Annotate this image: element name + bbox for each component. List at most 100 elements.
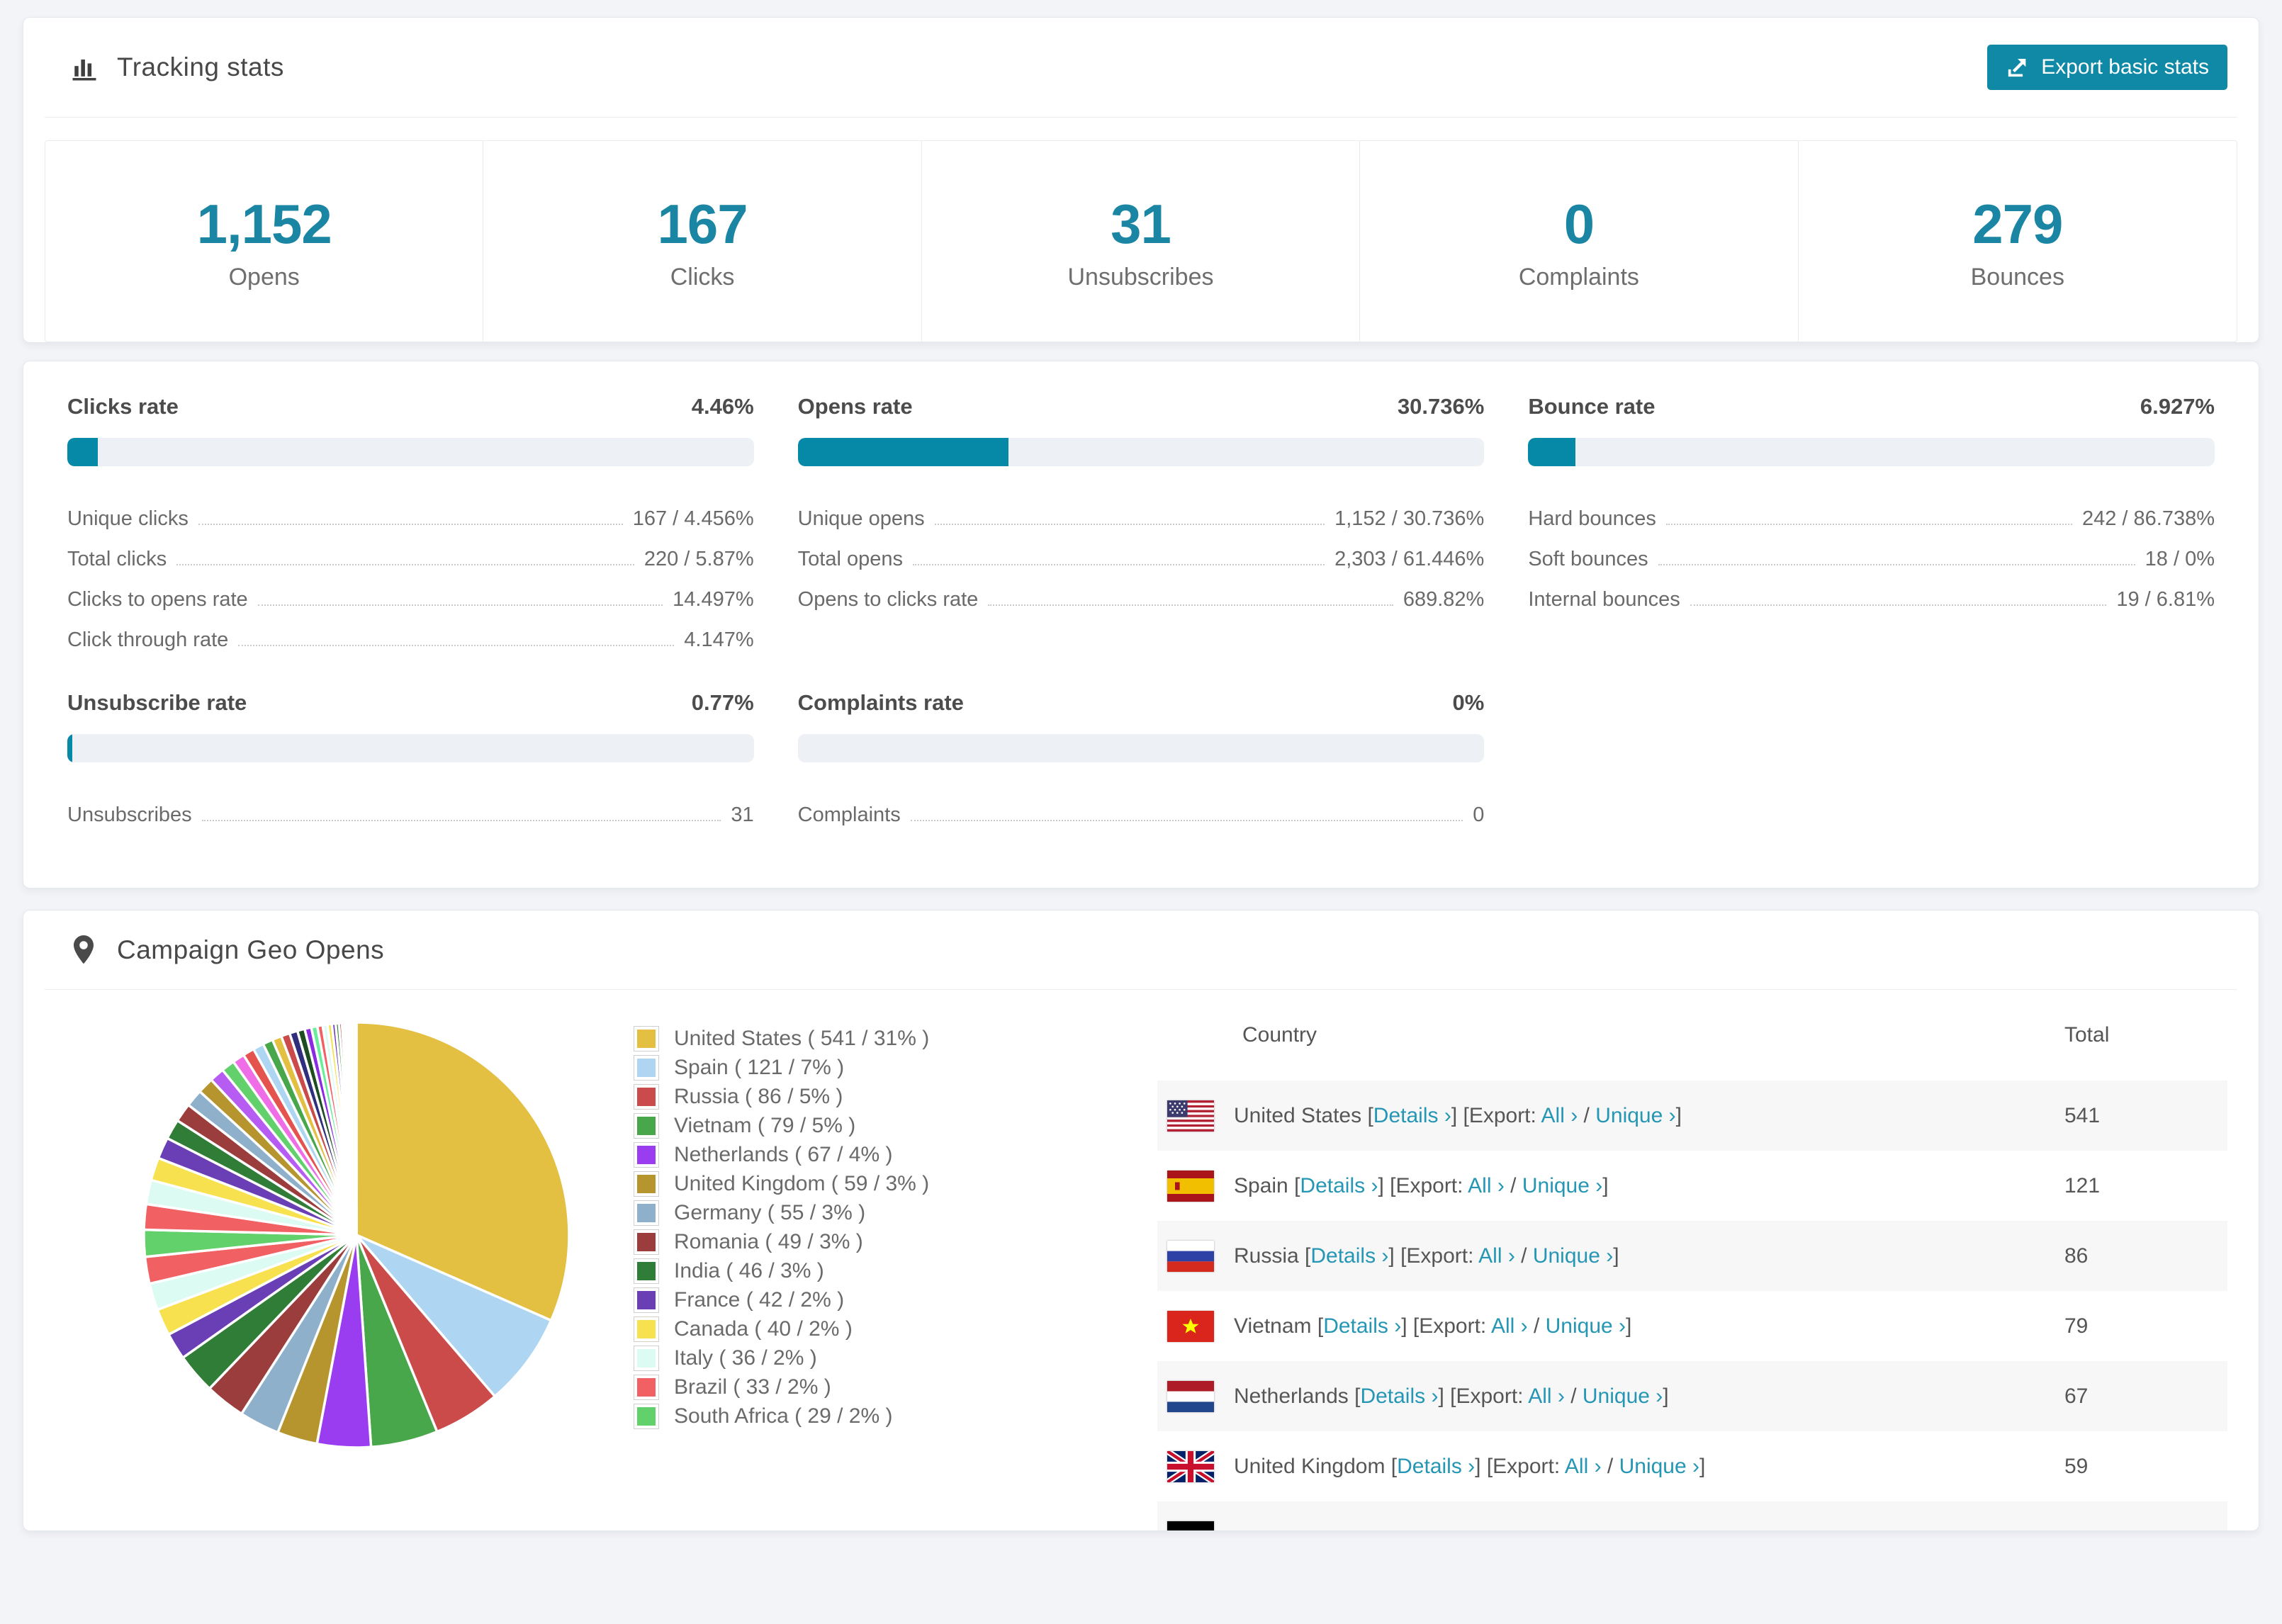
rate-item: Clicks to opens rate 14.497% bbox=[67, 574, 754, 614]
rate-item-label: Soft bounces bbox=[1528, 548, 1648, 570]
legend-label: South Africa ( 29 / 2% ) bbox=[674, 1404, 893, 1428]
flag-nl-icon bbox=[1167, 1380, 1214, 1412]
rate-value: 0% bbox=[1452, 690, 1485, 715]
flag-us-icon bbox=[1167, 1100, 1214, 1132]
legend-label: Brazil ( 33 / 2% ) bbox=[674, 1375, 831, 1399]
details-link[interactable]: Details › bbox=[1323, 1314, 1402, 1338]
geo-opens-pie-chart[interactable] bbox=[137, 1015, 576, 1455]
rate-item: Total clicks 220 / 5.87% bbox=[67, 534, 754, 574]
export-all-link[interactable]: All › bbox=[1564, 1454, 1602, 1478]
rates-row-2: Unsubscribe rate 0.77% Unsubscribes 31 Compl… bbox=[67, 690, 2215, 830]
rates-row-1: Clicks rate 4.46% Unique clicks 167 / 4.456… bbox=[67, 394, 2215, 655]
legend-item-russia[interactable]: Russia ( 86 / 5% ) bbox=[634, 1082, 1136, 1111]
dotted-leader bbox=[198, 524, 623, 525]
flag-de-icon bbox=[1167, 1521, 1214, 1530]
dotted-leader bbox=[238, 645, 675, 646]
rate-item-label: Unsubscribes bbox=[67, 803, 192, 826]
stat-value: 1,152 bbox=[196, 192, 332, 255]
total-cell: 67 bbox=[2064, 1384, 2089, 1408]
stat-value: 167 bbox=[657, 192, 748, 255]
rate-item-label: Hard bounces bbox=[1528, 507, 1656, 530]
export-unique-link[interactable]: Unique › bbox=[1532, 1244, 1614, 1268]
rate-item-value: 14.497% bbox=[673, 588, 754, 611]
export-all-link[interactable]: All › bbox=[1528, 1384, 1565, 1408]
legend-item-canada[interactable]: Canada ( 40 / 2% ) bbox=[634, 1314, 1136, 1343]
stat-label: Opens bbox=[228, 263, 300, 291]
table-row: United States [Details ›] [Export: All ›… bbox=[1157, 1081, 2227, 1151]
rate-value: 6.927% bbox=[2140, 394, 2215, 419]
dotted-leader bbox=[934, 524, 1325, 525]
details-link[interactable]: Details › bbox=[1310, 1244, 1389, 1268]
legend-item-vietnam[interactable]: Vietnam ( 79 / 5% ) bbox=[634, 1111, 1136, 1140]
legend-swatch bbox=[634, 1171, 659, 1197]
rate-panel-head: Clicks rate 4.46% bbox=[67, 394, 754, 419]
legend-item-brazil[interactable]: Brazil ( 33 / 2% ) bbox=[634, 1372, 1136, 1402]
export-all-link[interactable]: All › bbox=[1468, 1173, 1505, 1197]
details-link[interactable]: Details › bbox=[1373, 1103, 1451, 1127]
export-all-link[interactable]: All › bbox=[1478, 1244, 1515, 1268]
stat-label: Clicks bbox=[670, 263, 735, 291]
country-cell: United States [Details ›] [Export: All ›… bbox=[1157, 1100, 2064, 1132]
export-basic-stats-button[interactable]: Export basic stats bbox=[1987, 45, 2227, 90]
rate-item-value: 2,303 / 61.446% bbox=[1334, 548, 1485, 570]
progress-bar-fill bbox=[1528, 438, 1576, 466]
export-all-link[interactable]: All › bbox=[1541, 1103, 1578, 1127]
export-unique-link[interactable]: Unique › bbox=[1595, 1103, 1676, 1127]
details-link[interactable]: Details › bbox=[1300, 1173, 1378, 1197]
geo-header-divider bbox=[45, 989, 2237, 990]
export-all-link[interactable]: All › bbox=[1490, 1314, 1528, 1338]
legend-item-romania[interactable]: Romania ( 49 / 3% ) bbox=[634, 1227, 1136, 1256]
legend-item-italy[interactable]: Italy ( 36 / 2% ) bbox=[634, 1343, 1136, 1372]
legend-item-netherlands[interactable]: Netherlands ( 67 / 4% ) bbox=[634, 1140, 1136, 1169]
flag-ru-icon bbox=[1167, 1240, 1214, 1272]
legend-swatch bbox=[634, 1374, 659, 1400]
rate-item-value: 19 / 6.81% bbox=[2116, 588, 2215, 611]
page-title: Tracking stats bbox=[117, 52, 284, 81]
flag-gb-icon bbox=[1167, 1450, 1214, 1482]
table-row: United Kingdom [Details ›] [Export: All … bbox=[1157, 1431, 2227, 1501]
export-unique-link[interactable]: Unique › bbox=[1545, 1314, 1626, 1338]
pie-slice-united-states[interactable] bbox=[355, 1021, 570, 1322]
legend-swatch bbox=[634, 1287, 659, 1313]
progress-bar-track bbox=[67, 734, 754, 762]
dotted-leader bbox=[988, 604, 1393, 606]
legend-label: Germany ( 55 / 3% ) bbox=[674, 1200, 866, 1224]
country-links: Russia [Details ›] [Export: All › / Uniq… bbox=[1234, 1244, 1619, 1268]
stat-value: 31 bbox=[1111, 192, 1171, 255]
table-row: Russia [Details ›] [Export: All › / Uniq… bbox=[1157, 1221, 2227, 1291]
rate-item-value: 31 bbox=[731, 803, 754, 826]
legend-label: Spain ( 121 / 7% ) bbox=[674, 1055, 845, 1079]
flag-vn-icon bbox=[1167, 1310, 1214, 1342]
pie-slice-spain[interactable] bbox=[355, 1234, 553, 1399]
legend-item-united-states[interactable]: United States ( 541 / 31% ) bbox=[634, 1024, 1136, 1053]
legend-swatch bbox=[634, 1141, 659, 1168]
legend-item-france[interactable]: France ( 42 / 2% ) bbox=[634, 1285, 1136, 1314]
rate-item-value: 18 / 0% bbox=[2145, 548, 2215, 570]
legend-label: Romania ( 49 / 3% ) bbox=[674, 1229, 863, 1253]
export-unique-link[interactable]: Unique › bbox=[1522, 1173, 1603, 1197]
export-unique-link[interactable]: Unique › bbox=[1582, 1384, 1663, 1408]
rate-item-value: 167 / 4.456% bbox=[632, 507, 754, 530]
legend-item-spain[interactable]: Spain ( 121 / 7% ) bbox=[634, 1053, 1136, 1082]
header-divider bbox=[45, 117, 2237, 118]
legend-item-south-africa[interactable]: South Africa ( 29 / 2% ) bbox=[634, 1402, 1136, 1431]
rate-panel-bounce: Bounce rate 6.927% Hard bounces 242 / 86.73… bbox=[1528, 394, 2215, 655]
legend-item-united-kingdom[interactable]: United Kingdom ( 59 / 3% ) bbox=[634, 1169, 1136, 1198]
legend-label: Russia ( 86 / 5% ) bbox=[674, 1084, 843, 1108]
legend-label: Vietnam ( 79 / 5% ) bbox=[674, 1113, 856, 1137]
progress-bar-track bbox=[797, 734, 1485, 762]
rate-panel-unsubscribe: Unsubscribe rate 0.77% Unsubscribes 31 bbox=[67, 690, 754, 830]
rate-title: Opens rate bbox=[797, 394, 913, 419]
rate-item-value: 242 / 86.738% bbox=[2081, 507, 2215, 530]
details-link[interactable]: Details › bbox=[1360, 1384, 1439, 1408]
legend-item-germany[interactable]: Germany ( 55 / 3% ) bbox=[634, 1198, 1136, 1227]
stat-value: 0 bbox=[1563, 192, 1595, 255]
rate-item: Unique opens 1,152 / 30.736% bbox=[798, 493, 1485, 534]
details-link[interactable]: Details › bbox=[1397, 1454, 1476, 1478]
rate-item: Hard bounces 242 / 86.738% bbox=[1528, 493, 2215, 534]
export-unique-link[interactable]: Unique › bbox=[1619, 1454, 1699, 1478]
stat-label: Bounces bbox=[1970, 263, 2064, 291]
rate-item-value: 689.82% bbox=[1403, 588, 1485, 611]
legend-item-india[interactable]: India ( 46 / 3% ) bbox=[634, 1256, 1136, 1285]
export-icon bbox=[2006, 55, 2030, 79]
